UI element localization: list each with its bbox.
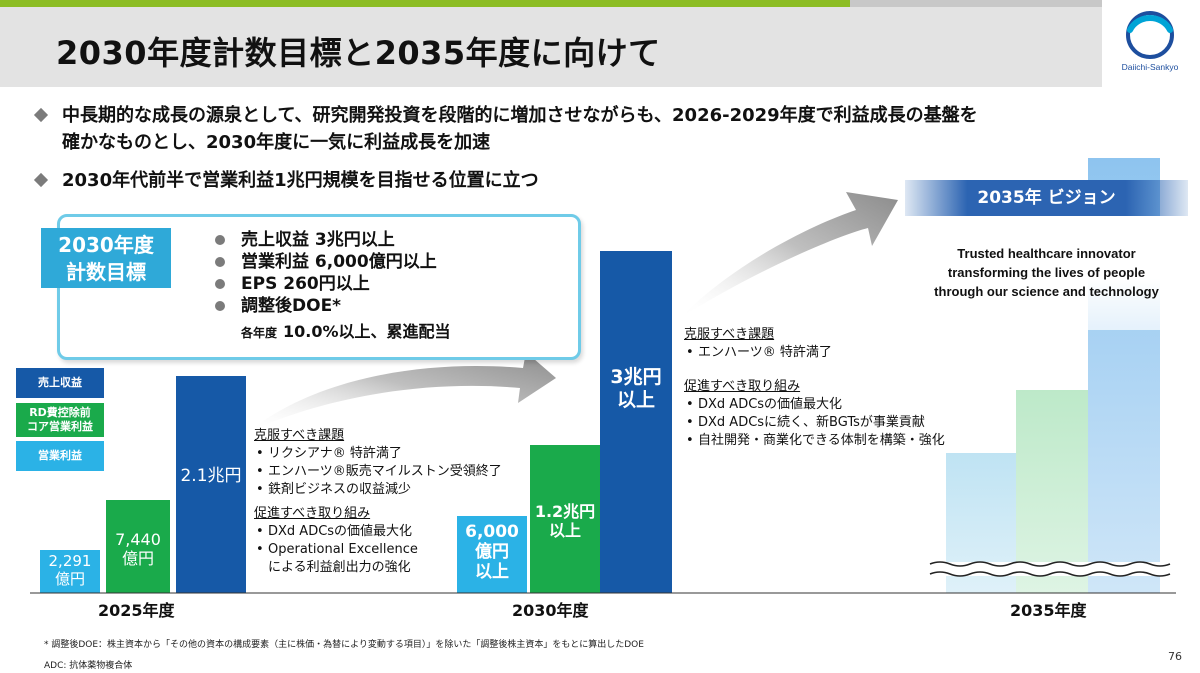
- vision-line-1: Trusted healthcare innovator: [957, 246, 1136, 261]
- x-tick-label-2035: 2035年度: [1010, 601, 1087, 620]
- bar-2030-revenue: [600, 251, 672, 593]
- bullet-dot-icon: [215, 257, 225, 267]
- targets-tag: 2030年度 計数目標: [41, 228, 171, 288]
- bullet-dot-icon: [215, 279, 225, 289]
- list-item: DXd ADCsの価値最大化: [254, 523, 502, 541]
- list-item: リクシアナ® 特許満了: [254, 445, 502, 463]
- targets-list: 売上収益 3兆円以上 営業利益 6,000億円以上 EPS 260円以上 調整後…: [215, 229, 451, 344]
- bullet-2-line-1: 2030年代前半で営業利益1兆円規模を目指せる位置に立つ: [62, 170, 539, 191]
- legend-revenue: 売上収益: [16, 368, 104, 398]
- top-grey-bar: [850, 0, 1102, 7]
- list-item: DXd ADCsに続く、新BGTsが事業貢献: [684, 414, 945, 432]
- targets-tag-line-2: 計数目標: [66, 260, 146, 284]
- list-item: 自社開発・商業化できる体制を構築・強化: [684, 432, 945, 450]
- bar-2025-revenue: [176, 376, 246, 593]
- axis-break-gap: [930, 562, 1170, 576]
- list-item: エンハーツ®販売マイルストン受領終了: [254, 463, 502, 481]
- growth-arrow-1: [248, 352, 556, 432]
- x-tick-label-2025: 2025年度: [98, 601, 175, 620]
- target-item-doe: 調整後DOE*: [215, 295, 451, 317]
- page-title: 2030年度計数目標と2035年度に向けて: [56, 34, 661, 72]
- footnote-adc: ADC: 抗体薬物複合体: [44, 661, 133, 671]
- footnote-doe: * 調整後DOE：株主資本から「その他の資本の構成要素（主に株価・為替により変動…: [44, 640, 644, 650]
- vision-panel: [905, 216, 1188, 330]
- bullet-1-line-2: 確かなものとし、2030年度に一気に利益成長を加速: [62, 132, 491, 153]
- bullet-dot-icon: [215, 235, 225, 245]
- growth-arrow-2: [680, 192, 898, 318]
- page-number: 76: [1168, 650, 1182, 663]
- list-item: DXd ADCsの価値最大化: [684, 396, 945, 414]
- list-item: 鉄剤ビジネスの収益減少: [254, 481, 502, 499]
- notes-2025-initiatives-header: 促進すべき取り組み: [254, 506, 371, 521]
- vision-line-3: through our science and technology: [934, 284, 1159, 299]
- bullet-point-2: 2030年代前半で営業利益1兆円規模を目指せる位置に立つ: [33, 167, 539, 194]
- bar-2030-core-operating-profit: [530, 445, 600, 593]
- header-band: [0, 7, 1102, 87]
- target-item-eps: EPS 260円以上: [215, 273, 451, 295]
- vision-statement: Trusted healthcare innovator transformin…: [905, 244, 1188, 301]
- notes-2025-challenges-header: 克服すべき課題: [254, 428, 345, 443]
- bar-2025-operating-profit: [40, 550, 100, 593]
- logo-text: Daiichi-Sankyo: [1121, 62, 1179, 72]
- legend-core-operating-profit: RD費控除前 コア営業利益: [16, 403, 104, 437]
- company-logo: Daiichi-Sankyo: [1108, 8, 1192, 78]
- axis-break-line-bottom: [929, 571, 1171, 577]
- notes-2030-initiatives-header: 促進すべき取り組み: [684, 379, 801, 394]
- vision-title: 2035年 ビジョン: [905, 180, 1188, 216]
- list-item: エンハーツ® 特許満了: [684, 344, 945, 362]
- data-label-2030-core-operating-profit: 1.2兆円 以上: [534, 502, 596, 541]
- data-label-2025-core-operating-profit: 7,440 億円: [115, 530, 161, 569]
- target-item-revenue: 売上収益 3兆円以上: [215, 229, 451, 251]
- target-doe-detail: 各年度 10.0%以上、累進配当: [241, 322, 451, 341]
- bullet-point-1: 中長期的な成長の源泉として、研究開発投資を段階的に増加させながらも、2026-2…: [33, 102, 978, 156]
- data-label-2030-revenue: 3兆円 以上: [610, 366, 662, 411]
- notes-2030-challenges-header: 克服すべき課題: [684, 327, 775, 342]
- bullet-dot-icon: [215, 301, 225, 311]
- list-item: Operational Excellence による利益創出力の強化: [254, 541, 502, 577]
- top-accent-bar: [0, 0, 850, 7]
- data-label-2025-operating-profit: 2,291 億円: [48, 552, 92, 588]
- bullet-1-line-1: 中長期的な成長の源泉として、研究開発投資を段階的に増加させながらも、2026-2…: [62, 105, 978, 126]
- notes-2030: 克服すべき課題 エンハーツ® 特許満了 促進すべき取り組み DXd ADCsの価…: [684, 326, 945, 450]
- legend-operating-profit: 営業利益: [16, 441, 104, 471]
- targets-tag-line-1: 2030年度: [58, 233, 154, 257]
- target-item-operating-profit: 営業利益 6,000億円以上: [215, 251, 451, 273]
- x-tick-label-2030: 2030年度: [512, 601, 589, 620]
- bar-2035-core-operating-profit: [1016, 390, 1088, 593]
- data-label-2025-revenue: 2.1兆円: [180, 466, 242, 486]
- logo-mark-icon: [1126, 11, 1174, 59]
- notes-2025: 克服すべき課題 リクシアナ® 特許満了 エンハーツ®販売マイルストン受領終了 鉄…: [254, 427, 502, 577]
- vision-line-2: transforming the lives of people: [947, 265, 1146, 280]
- bar-2025-core-operating-profit: [106, 500, 170, 593]
- axis-break-line-top: [929, 561, 1171, 567]
